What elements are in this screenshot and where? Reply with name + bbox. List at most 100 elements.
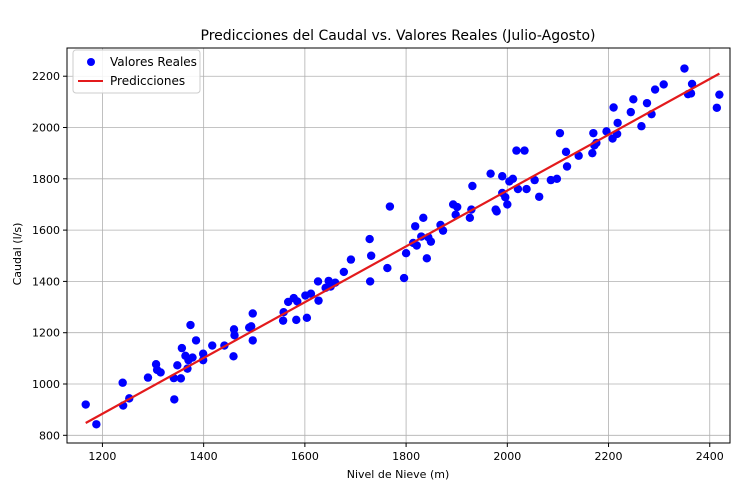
scatter-point bbox=[637, 122, 646, 131]
scatter-point bbox=[561, 147, 571, 157]
scatter-point bbox=[143, 373, 153, 382]
y-axis-title: Caudal (l/s) bbox=[11, 223, 24, 286]
scatter-point bbox=[492, 207, 501, 216]
x-tick-label: 1800 bbox=[392, 450, 420, 463]
scatter-point bbox=[81, 400, 90, 409]
y-tick-label: 1000 bbox=[32, 378, 60, 391]
scatter-point bbox=[426, 237, 436, 246]
x-tick-label: 1200 bbox=[88, 450, 116, 463]
scatter-point bbox=[156, 368, 165, 377]
scatter-point bbox=[346, 255, 356, 264]
scatter-point bbox=[642, 98, 652, 108]
x-tick-label: 1400 bbox=[190, 450, 218, 463]
scatter-point bbox=[278, 316, 288, 325]
scatter-point bbox=[313, 277, 323, 286]
scatter-point bbox=[248, 336, 257, 345]
grid-lines bbox=[67, 48, 730, 443]
scatter-point bbox=[609, 103, 618, 112]
scatter-point bbox=[177, 343, 187, 353]
chart-title: Predicciones del Caudal vs. Valores Real… bbox=[201, 28, 596, 44]
y-tick-label: 1800 bbox=[32, 173, 60, 186]
scatter-point bbox=[383, 263, 392, 273]
x-tick-label: 2000 bbox=[493, 450, 521, 463]
scatter-point bbox=[650, 85, 660, 94]
scatter-point bbox=[186, 320, 195, 330]
scatter-point bbox=[118, 378, 127, 387]
scatter-point bbox=[314, 296, 323, 305]
plot-data bbox=[81, 64, 724, 429]
x-tick-label: 2200 bbox=[595, 450, 623, 463]
scatter-point bbox=[293, 297, 302, 306]
scatter-point bbox=[465, 213, 475, 222]
scatter-point bbox=[680, 64, 689, 73]
scatter-point bbox=[712, 103, 722, 112]
scatter-point bbox=[170, 395, 179, 404]
scatter-point bbox=[365, 234, 374, 244]
y-tick-label: 1600 bbox=[32, 224, 60, 237]
scatter-point bbox=[520, 146, 529, 155]
scatter-point bbox=[629, 95, 638, 104]
x-tick-label: 1600 bbox=[291, 450, 319, 463]
scatter-point bbox=[208, 341, 217, 350]
scatter-point bbox=[453, 202, 462, 212]
legend-box bbox=[72, 49, 201, 94]
scatter-point bbox=[411, 222, 420, 231]
scatter-point bbox=[626, 107, 636, 117]
x-axis-title: Nivel de Nieve (m) bbox=[347, 468, 450, 481]
scatter-point bbox=[659, 80, 668, 89]
scatter-point bbox=[687, 79, 697, 89]
scatter-point bbox=[365, 277, 375, 286]
y-tick-label: 2000 bbox=[32, 122, 60, 135]
legend: Valores Reales Predicciones bbox=[72, 49, 201, 94]
scatter-point bbox=[522, 184, 531, 194]
scatter-point bbox=[486, 169, 495, 178]
scatter-point bbox=[176, 374, 186, 383]
scatter-point bbox=[508, 174, 518, 184]
scatter-point bbox=[412, 241, 421, 250]
scatter-point bbox=[574, 151, 583, 160]
scatter-point bbox=[247, 322, 256, 331]
scatter-point bbox=[512, 146, 521, 155]
scatter-point bbox=[501, 193, 510, 202]
plot-frame bbox=[66, 47, 731, 444]
legend-marker-scatter bbox=[87, 58, 95, 66]
prediction-line bbox=[85, 72, 720, 424]
scatter-point bbox=[399, 273, 409, 283]
scatter-point bbox=[419, 213, 428, 222]
scatter-point bbox=[248, 309, 257, 318]
y-tick-label: 1400 bbox=[32, 275, 60, 288]
scatter-point bbox=[229, 352, 238, 361]
scatter-point bbox=[588, 148, 597, 158]
y-tick-label: 2200 bbox=[32, 70, 60, 83]
scatter-point bbox=[173, 361, 182, 370]
scatter-point bbox=[468, 181, 477, 191]
scatter-point bbox=[385, 202, 395, 211]
scatter-point bbox=[292, 315, 301, 325]
y-tick-label: 800 bbox=[39, 429, 60, 442]
y-tick-label: 1200 bbox=[32, 327, 60, 340]
scatter-point bbox=[230, 331, 239, 340]
scatter-point bbox=[366, 251, 376, 260]
scatter-point bbox=[498, 172, 507, 181]
scatter-point bbox=[555, 128, 565, 138]
scatter-point bbox=[715, 90, 724, 99]
scatter-point bbox=[552, 174, 562, 184]
scatter-point bbox=[188, 353, 197, 362]
axis-ticks: 1200 1400 1600 1800 2000 2200 2400 800 1000 1200 1… bbox=[32, 70, 724, 463]
scatter-point bbox=[302, 313, 312, 323]
scatter-point bbox=[562, 162, 572, 171]
scatter-point bbox=[503, 200, 512, 209]
scatter-point bbox=[589, 128, 598, 138]
legend-label-valores-reales: Valores Reales bbox=[110, 55, 197, 69]
scatter-point bbox=[92, 420, 101, 429]
scatter-point bbox=[534, 192, 544, 201]
scatter-point bbox=[438, 226, 448, 235]
x-tick-label: 2400 bbox=[696, 450, 724, 463]
scatter-point bbox=[422, 254, 432, 263]
scatter-point bbox=[613, 118, 622, 128]
scatter-point bbox=[191, 336, 201, 345]
scatter-point bbox=[306, 289, 316, 298]
scatter-point bbox=[530, 175, 539, 185]
legend-label-predicciones: Predicciones bbox=[110, 74, 185, 88]
